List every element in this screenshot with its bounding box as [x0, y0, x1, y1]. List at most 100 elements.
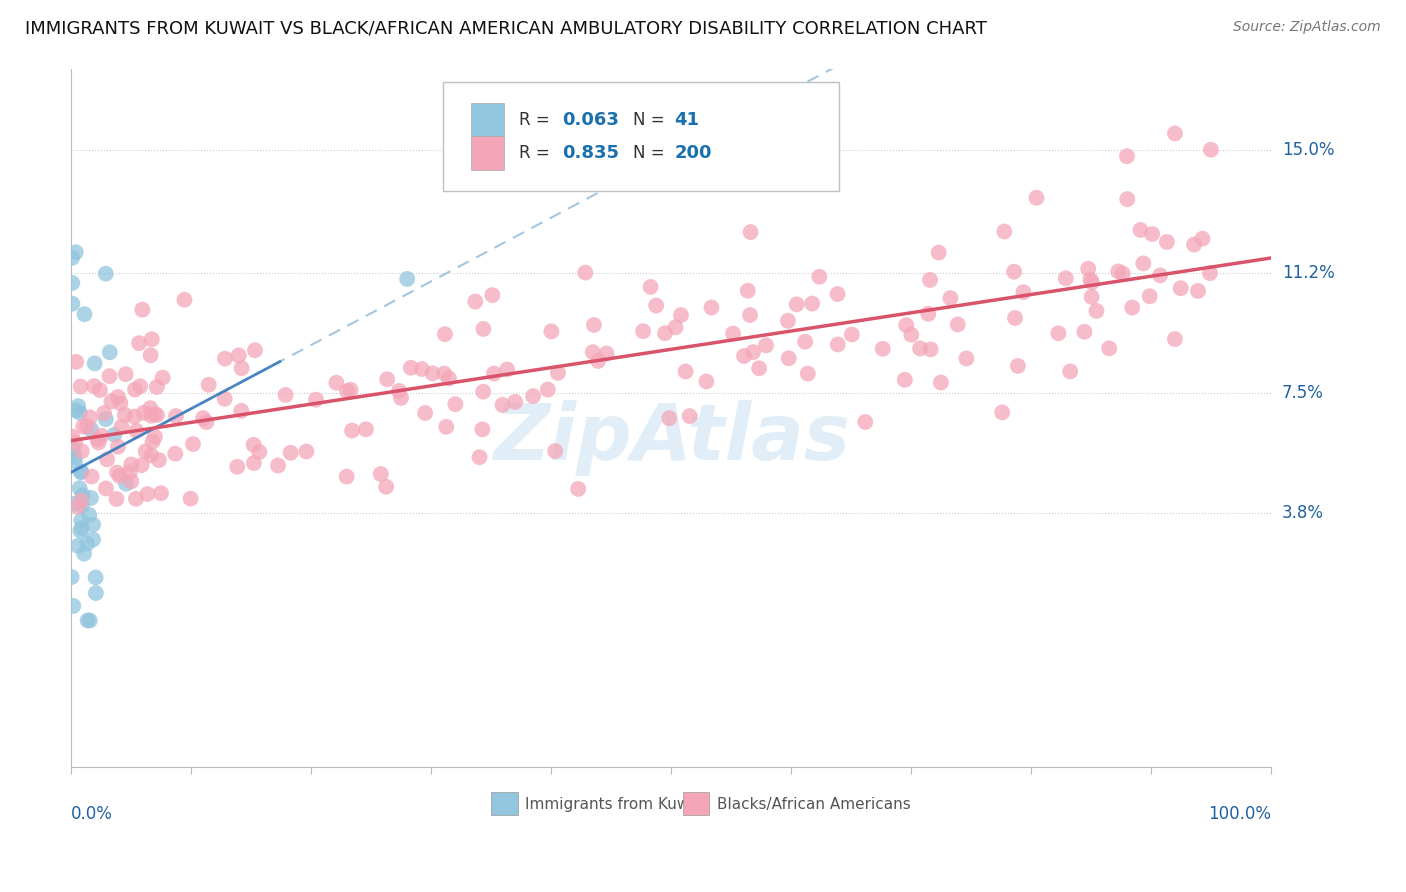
Point — [148, 453, 170, 467]
Text: N =: N = — [633, 144, 669, 162]
Point — [115, 476, 138, 491]
Point — [181, 437, 204, 451]
Point — [305, 392, 328, 407]
Point — [872, 342, 894, 356]
Point — [1002, 265, 1025, 279]
Point — [396, 272, 419, 286]
Point — [776, 314, 799, 328]
Point — [503, 395, 526, 409]
Point — [797, 367, 820, 381]
Point — [69, 481, 91, 495]
Point — [1199, 143, 1222, 157]
Point — [131, 458, 153, 472]
Point — [464, 294, 486, 309]
Point — [900, 327, 922, 342]
Point — [118, 466, 141, 480]
Point — [929, 376, 952, 390]
Point — [755, 338, 778, 352]
Point — [917, 307, 939, 321]
Point — [62, 442, 84, 456]
Point — [955, 351, 977, 366]
Point — [740, 225, 762, 239]
Point — [586, 354, 609, 368]
Text: N =: N = — [633, 112, 669, 129]
Point — [114, 367, 136, 381]
FancyBboxPatch shape — [443, 82, 839, 191]
Point — [1085, 304, 1108, 318]
Point — [67, 399, 90, 413]
Text: R =: R = — [519, 112, 555, 129]
Point — [114, 408, 136, 422]
Point — [70, 514, 93, 528]
Point — [375, 480, 398, 494]
Point — [143, 407, 166, 421]
Point — [63, 497, 86, 511]
Point — [105, 491, 128, 506]
Point — [567, 482, 589, 496]
Point — [83, 356, 105, 370]
Point — [129, 379, 152, 393]
Point — [1098, 342, 1121, 356]
Point — [100, 394, 122, 409]
Point — [60, 429, 83, 443]
Bar — [683, 792, 710, 815]
Point — [73, 307, 96, 321]
Point — [60, 570, 83, 584]
Point — [389, 391, 412, 405]
Point — [388, 384, 411, 398]
Point — [242, 438, 264, 452]
Point — [1187, 284, 1209, 298]
Point — [65, 403, 87, 417]
Point — [496, 362, 519, 376]
Point — [82, 517, 104, 532]
Text: 3.8%: 3.8% — [1282, 504, 1324, 523]
Point — [135, 444, 157, 458]
Point — [79, 410, 101, 425]
Point — [399, 360, 422, 375]
Point — [70, 465, 93, 479]
Point — [1059, 364, 1081, 378]
Point — [827, 337, 849, 351]
Point — [280, 446, 302, 460]
Point — [582, 345, 605, 359]
Point — [993, 225, 1015, 239]
Point — [738, 308, 761, 322]
Point — [63, 435, 86, 450]
Point — [808, 269, 831, 284]
Point — [65, 355, 87, 369]
Point — [1081, 275, 1104, 289]
Point — [173, 293, 195, 307]
Point — [69, 379, 91, 393]
Point — [98, 369, 121, 384]
Point — [1107, 264, 1129, 278]
Text: Blacks/African Americans: Blacks/African Americans — [717, 797, 911, 813]
Point — [107, 390, 129, 404]
Point — [214, 351, 236, 366]
Point — [695, 375, 717, 389]
Point — [1132, 256, 1154, 270]
Point — [1004, 310, 1026, 325]
Point — [105, 466, 128, 480]
Point — [1199, 266, 1222, 280]
Text: Source: ZipAtlas.com: Source: ZipAtlas.com — [1233, 20, 1381, 34]
Point — [946, 318, 969, 332]
Point — [340, 424, 363, 438]
Point — [231, 404, 253, 418]
Point — [247, 445, 270, 459]
Point — [90, 428, 112, 442]
Point — [522, 389, 544, 403]
Point — [66, 500, 89, 514]
Point — [1170, 281, 1192, 295]
Point — [1129, 223, 1152, 237]
Point — [243, 456, 266, 470]
Point — [433, 367, 456, 381]
Point — [841, 327, 863, 342]
Point — [243, 343, 266, 358]
Point — [103, 427, 125, 442]
Point — [939, 291, 962, 305]
Point — [110, 396, 132, 410]
Point — [146, 380, 169, 394]
Point — [1047, 326, 1070, 341]
Point — [66, 539, 89, 553]
Point — [778, 351, 800, 366]
